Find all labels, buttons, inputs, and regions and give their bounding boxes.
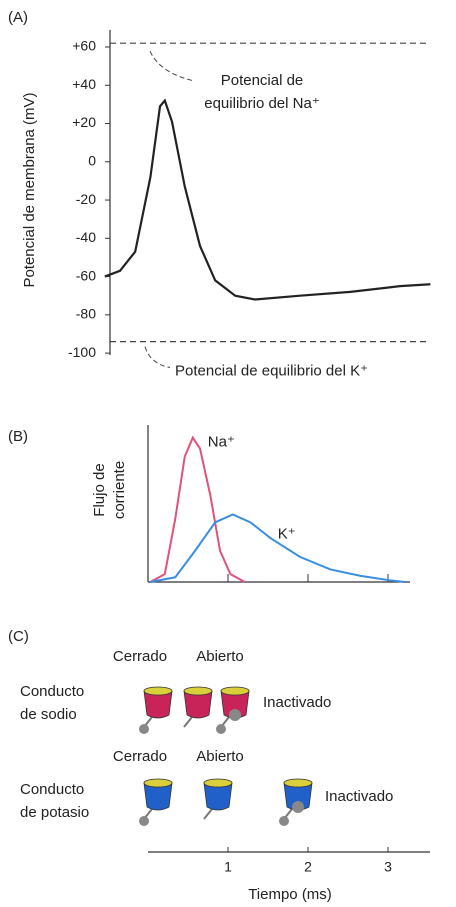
- channel-name: Conducto: [20, 781, 84, 798]
- series-label: K⁺: [278, 525, 296, 542]
- x-tick-label: 1: [224, 859, 232, 875]
- channel-top: [183, 686, 213, 696]
- channel-body: [143, 782, 173, 811]
- channel-name: de potasio: [20, 804, 89, 821]
- x-axis-title: Tiempo (ms): [248, 886, 332, 903]
- y-tick-label: -100: [68, 344, 96, 360]
- y-tick-label: -20: [76, 191, 96, 207]
- channel-gate: [292, 801, 304, 813]
- channel-stalk: [203, 808, 213, 820]
- y-axis-title: Flujo de: [91, 463, 108, 516]
- y-tick-label: +40: [72, 76, 96, 92]
- y-tick-label: 0: [88, 152, 96, 168]
- channel-gate: [279, 816, 289, 826]
- channel-top: [143, 778, 173, 788]
- panel-label: (B): [8, 428, 28, 445]
- channel-gate: [139, 816, 149, 826]
- leader-line: [149, 50, 196, 82]
- channel-gate: [139, 724, 149, 734]
- state-label: Inactivado: [263, 694, 331, 711]
- x-tick-label: 2: [304, 859, 312, 875]
- channel-name: Conducto: [20, 683, 84, 700]
- reference-label: Potencial de: [221, 72, 304, 89]
- channel-body: [143, 690, 173, 719]
- channel-top: [143, 686, 173, 696]
- y-tick-label: -80: [76, 306, 96, 322]
- reference-label: Potencial de equilibrio del K⁺: [175, 363, 368, 380]
- reference-label: equilibrio del Na⁺: [204, 95, 319, 112]
- channel-top: [283, 778, 313, 788]
- state-label: Inactivado: [325, 788, 393, 805]
- y-tick-label: -40: [76, 229, 96, 245]
- data-line: [104, 98, 431, 301]
- channel-body: [183, 690, 213, 719]
- state-label: Abierto: [196, 748, 244, 765]
- channel-top: [220, 686, 250, 696]
- x-tick-label: 3: [384, 859, 392, 875]
- channel-body: [203, 782, 233, 811]
- y-tick-label: +20: [72, 114, 96, 130]
- data-line: [149, 435, 246, 583]
- state-label: Abierto: [196, 648, 244, 665]
- channel-stalk: [183, 716, 193, 728]
- data-line: [150, 513, 405, 583]
- series-label: Na⁺: [208, 434, 235, 451]
- channel-top: [203, 778, 233, 788]
- panel-label: (C): [8, 628, 29, 645]
- channel-gate: [229, 709, 241, 721]
- panel-label: (A): [8, 9, 28, 26]
- state-label: Cerrado: [113, 748, 167, 765]
- channel-gate: [216, 724, 226, 734]
- state-label: Cerrado: [113, 648, 167, 665]
- channel-name: de sodio: [20, 706, 77, 723]
- y-axis-title: corriente: [111, 461, 128, 519]
- y-tick-label: -60: [76, 267, 96, 283]
- y-axis-title: Potencial de membrana (mV): [21, 92, 38, 287]
- y-tick-label: +60: [72, 38, 96, 54]
- leader-line: [144, 346, 171, 369]
